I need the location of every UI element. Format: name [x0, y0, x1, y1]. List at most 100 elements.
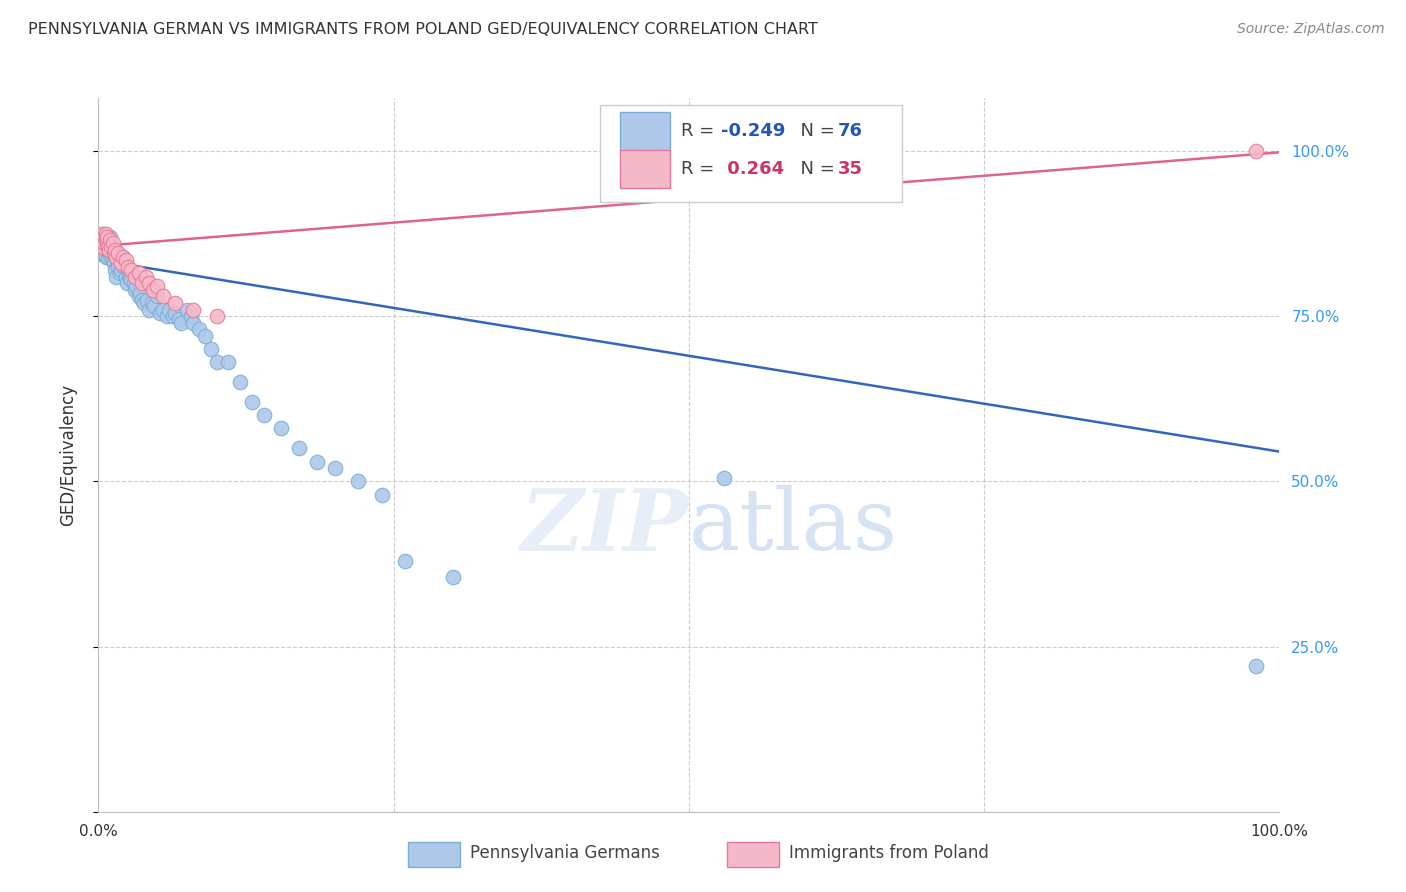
- Point: [111, 250, 134, 264]
- Point: [205, 309, 228, 323]
- Text: Source: ZipAtlas.com: Source: ZipAtlas.com: [1237, 22, 1385, 37]
- Point: [105, 252, 128, 267]
- Point: [112, 260, 135, 274]
- Point: [200, 342, 222, 356]
- Point: [270, 421, 292, 435]
- Text: Immigrants from Poland: Immigrants from Poland: [789, 844, 990, 862]
- Point: [229, 376, 252, 390]
- Point: [93, 230, 115, 244]
- Point: [1244, 144, 1267, 158]
- Point: [288, 442, 311, 456]
- Point: [181, 316, 204, 330]
- Point: [157, 302, 180, 317]
- Point: [98, 233, 121, 247]
- Point: [107, 246, 129, 260]
- Point: [138, 276, 160, 290]
- Point: [121, 273, 143, 287]
- Point: [305, 454, 328, 468]
- Point: [100, 240, 122, 254]
- Point: [94, 233, 117, 247]
- Point: [181, 302, 204, 317]
- Point: [134, 296, 156, 310]
- Text: 35: 35: [838, 160, 863, 178]
- Point: [114, 269, 136, 284]
- Point: [217, 355, 239, 369]
- Point: [100, 250, 122, 264]
- Point: [118, 266, 141, 280]
- Point: [91, 240, 114, 254]
- Point: [98, 243, 121, 257]
- Point: [713, 471, 735, 485]
- Point: [162, 309, 184, 323]
- Point: [98, 243, 121, 257]
- FancyBboxPatch shape: [408, 842, 460, 867]
- Point: [167, 312, 190, 326]
- Text: N =: N =: [789, 122, 841, 140]
- Point: [441, 570, 464, 584]
- Point: [94, 250, 117, 264]
- Point: [138, 302, 160, 317]
- Point: [121, 263, 143, 277]
- Point: [128, 289, 150, 303]
- Point: [165, 306, 187, 320]
- Point: [371, 487, 394, 501]
- Text: R =: R =: [681, 122, 720, 140]
- FancyBboxPatch shape: [620, 112, 671, 151]
- Point: [347, 475, 370, 489]
- Point: [94, 233, 117, 247]
- Text: ZIP: ZIP: [522, 484, 689, 568]
- Point: [170, 316, 193, 330]
- Point: [101, 252, 124, 267]
- Point: [112, 256, 135, 270]
- Point: [112, 250, 135, 264]
- Point: [131, 293, 153, 307]
- Point: [125, 279, 148, 293]
- Point: [100, 240, 122, 254]
- Point: [124, 269, 146, 284]
- Point: [187, 322, 209, 336]
- Text: Pennsylvania Germans: Pennsylvania Germans: [471, 844, 661, 862]
- Point: [176, 302, 198, 317]
- Point: [91, 233, 114, 247]
- Point: [146, 289, 169, 303]
- Point: [105, 250, 128, 264]
- FancyBboxPatch shape: [620, 150, 671, 188]
- Point: [240, 395, 263, 409]
- Point: [152, 302, 174, 317]
- Point: [96, 230, 118, 244]
- Text: R =: R =: [681, 160, 720, 178]
- Point: [104, 243, 127, 257]
- Text: 76: 76: [838, 122, 863, 140]
- Point: [101, 246, 124, 260]
- Point: [93, 236, 115, 251]
- Point: [120, 270, 142, 285]
- Point: [156, 309, 179, 323]
- Point: [97, 240, 120, 254]
- Point: [128, 286, 150, 301]
- Point: [117, 263, 139, 277]
- Point: [323, 461, 346, 475]
- Point: [117, 260, 139, 274]
- Point: [101, 236, 124, 251]
- Point: [96, 230, 118, 244]
- Point: [91, 240, 114, 254]
- Point: [142, 283, 165, 297]
- Point: [98, 246, 121, 260]
- Y-axis label: GED/Equivalency: GED/Equivalency: [59, 384, 77, 526]
- Point: [253, 409, 276, 423]
- Point: [114, 252, 136, 267]
- Point: [165, 296, 187, 310]
- Point: [104, 263, 127, 277]
- Point: [93, 236, 115, 251]
- Point: [105, 269, 128, 284]
- Point: [194, 329, 217, 343]
- Point: [103, 256, 125, 270]
- Point: [122, 276, 145, 290]
- Point: [94, 227, 117, 241]
- Point: [91, 227, 114, 241]
- Point: [131, 276, 153, 290]
- Point: [110, 263, 132, 277]
- FancyBboxPatch shape: [727, 842, 779, 867]
- Point: [98, 236, 121, 251]
- Text: 0.264: 0.264: [721, 160, 785, 178]
